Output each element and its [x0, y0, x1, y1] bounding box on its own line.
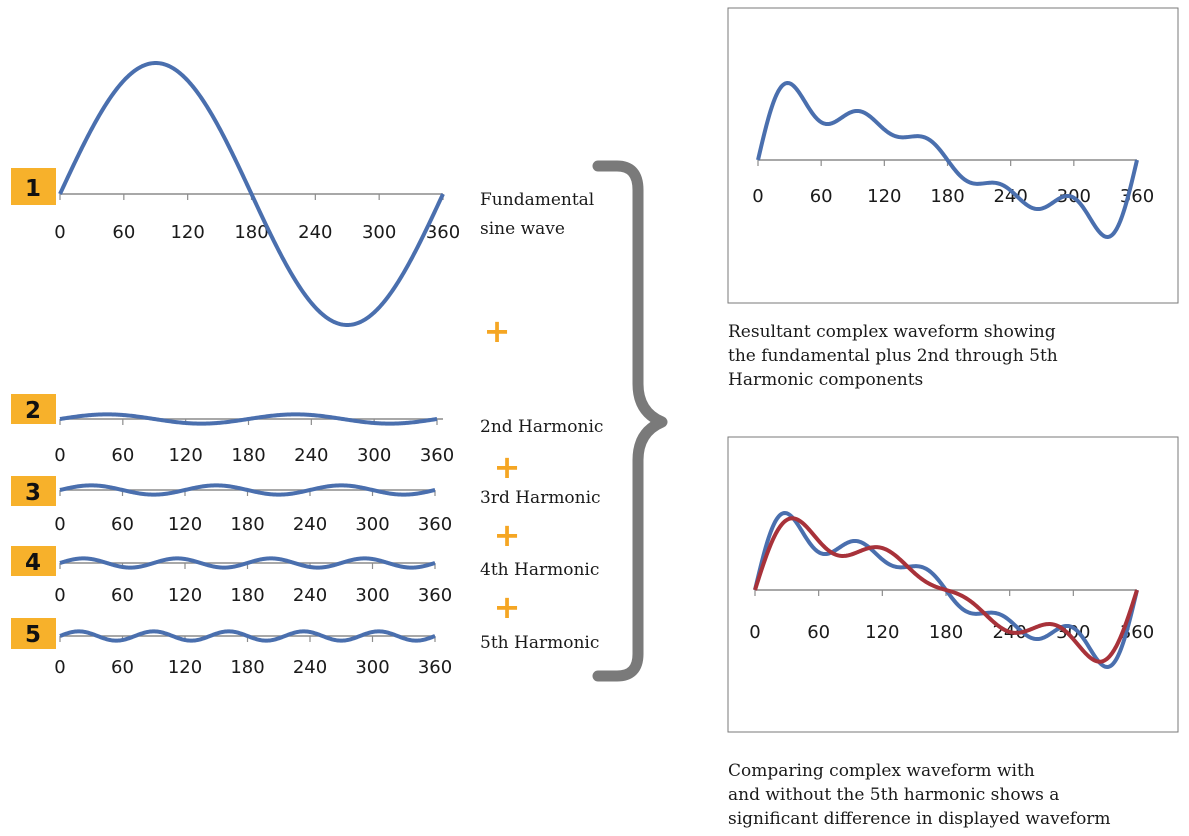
tick-label: 120 — [168, 514, 202, 535]
badge-1 — [11, 168, 56, 205]
caption-comparison-line3: significant difference in displayed wave… — [728, 809, 1111, 829]
tick-label: 180 — [231, 445, 265, 466]
tick-label: 60 — [111, 585, 134, 606]
tick-label: 60 — [112, 222, 135, 243]
ticks-fundamental: 0 60 120 180 240 300 360 — [54, 194, 460, 243]
wave-resultant — [756, 81, 1139, 239]
tick-label: 240 — [298, 222, 332, 243]
label-2nd-harmonic: 2nd Harmonic — [480, 417, 603, 437]
plus-sign-2: + — [494, 448, 521, 486]
tick-label: 240 — [294, 445, 328, 466]
tick-label: 360 — [418, 657, 452, 678]
label-4th-harmonic: 4th Harmonic — [480, 560, 599, 580]
plus-sign-1: + — [484, 312, 511, 350]
badge-4 — [11, 546, 56, 576]
label-fundamental-line2: sine wave — [480, 219, 565, 239]
tick-label: 300 — [355, 514, 389, 535]
wave-2nd-harmonic — [59, 412, 438, 426]
brace — [592, 160, 668, 682]
tick-label: 60 — [111, 514, 134, 535]
caption-resultant-line2: the fundamental plus 2nd through 5th — [728, 346, 1058, 366]
plus-sign-3: + — [494, 516, 521, 554]
badge-4-label: 4 — [25, 550, 41, 576]
caption-resultant-line3: Harmonic components — [728, 370, 923, 390]
tick-label: 180 — [929, 622, 963, 643]
tick-label: 0 — [54, 222, 65, 243]
tick-label: 120 — [168, 585, 202, 606]
caption-resultant-line1: Resultant complex waveform showing — [728, 322, 1056, 342]
badge-5-label: 5 — [25, 622, 41, 648]
tick-label: 120 — [865, 622, 899, 643]
tick-label: 240 — [293, 514, 327, 535]
badge-1-label: 1 — [25, 176, 41, 202]
tick-label: 0 — [54, 585, 65, 606]
tick-label: 0 — [54, 657, 65, 678]
tick-label: 120 — [168, 657, 202, 678]
tick-label: 360 — [420, 445, 454, 466]
ticks-2nd: 0 60 120 180 240 300 360 — [54, 419, 454, 466]
tick-label: 300 — [362, 222, 396, 243]
badge-2-label: 2 — [25, 398, 41, 424]
panel-5th-harmonic: 5 0 60 120 180 240 300 360 5th Harmonic — [11, 618, 599, 678]
wave-5th-harmonic — [59, 629, 436, 643]
tick-label: 0 — [54, 445, 65, 466]
tick-label: 360 — [426, 222, 460, 243]
tick-label: 180 — [230, 585, 264, 606]
tick-label: 300 — [357, 445, 391, 466]
panel-comparison: 0 60 120 180 240 300 360 Comparing complex wav… — [727, 436, 1179, 829]
tick-label: 300 — [355, 585, 389, 606]
tick-label: 60 — [807, 622, 830, 643]
tick-label: 60 — [810, 186, 833, 207]
plus-sign-4: + — [494, 588, 521, 626]
wave-without-5th-harmonic — [753, 516, 1139, 664]
badge-3 — [11, 476, 56, 506]
panel-fundamental: 1 0 60 120 180 240 300 360 Fundamental sine wa… — [11, 61, 594, 327]
tick-label: 240 — [293, 585, 327, 606]
tick-label: 180 — [230, 514, 264, 535]
panel-2nd-harmonic: 2 0 60 120 180 240 300 360 2nd Harmonic — [11, 394, 603, 466]
tick-label: 0 — [749, 622, 760, 643]
wave-fundamental — [58, 61, 445, 327]
tick-label: 300 — [355, 657, 389, 678]
badge-3-label: 3 — [25, 480, 41, 506]
label-3rd-harmonic: 3rd Harmonic — [480, 488, 601, 508]
tick-label: 240 — [293, 657, 327, 678]
label-fundamental-line1: Fundamental — [480, 190, 594, 210]
ticks-3rd: 0 60 120 180 240 300 360 — [54, 490, 452, 535]
tick-label: 360 — [418, 585, 452, 606]
tick-label: 120 — [867, 186, 901, 207]
tick-label: 0 — [54, 514, 65, 535]
tick-label: 180 — [234, 222, 268, 243]
tick-label: 60 — [111, 657, 134, 678]
ticks-4th: 0 60 120 180 240 300 360 — [54, 563, 452, 606]
wave-4th-harmonic — [59, 556, 436, 570]
tick-label: 60 — [111, 445, 134, 466]
tick-label: 180 — [230, 657, 264, 678]
tick-label: 240 — [993, 186, 1027, 207]
result-frame — [727, 7, 1179, 304]
tick-label: 120 — [170, 222, 204, 243]
caption-comparison-line2: and without the 5th harmonic shows a — [728, 785, 1059, 805]
tick-label: 180 — [930, 186, 964, 207]
tick-label: 0 — [752, 186, 763, 207]
wave-3rd-harmonic — [59, 483, 436, 497]
caption-comparison-line1: Comparing complex waveform with — [728, 761, 1035, 781]
panel-4th-harmonic: 4 0 60 120 180 240 300 360 4th Harmonic — [11, 546, 599, 606]
tick-label: 360 — [418, 514, 452, 535]
badge-5 — [11, 618, 56, 649]
badge-2 — [11, 394, 56, 424]
panel-resultant: 0 60 120 180 240 300 360 Resultant complex wav… — [727, 7, 1179, 390]
tick-label: 120 — [168, 445, 202, 466]
panel-3rd-harmonic: 3 0 60 120 180 240 300 360 3rd Harmonic — [11, 476, 601, 535]
ticks-5th: 0 60 120 180 240 300 360 — [54, 636, 452, 678]
comparison-frame — [727, 436, 1179, 733]
label-5th-harmonic: 5th Harmonic — [480, 633, 599, 653]
